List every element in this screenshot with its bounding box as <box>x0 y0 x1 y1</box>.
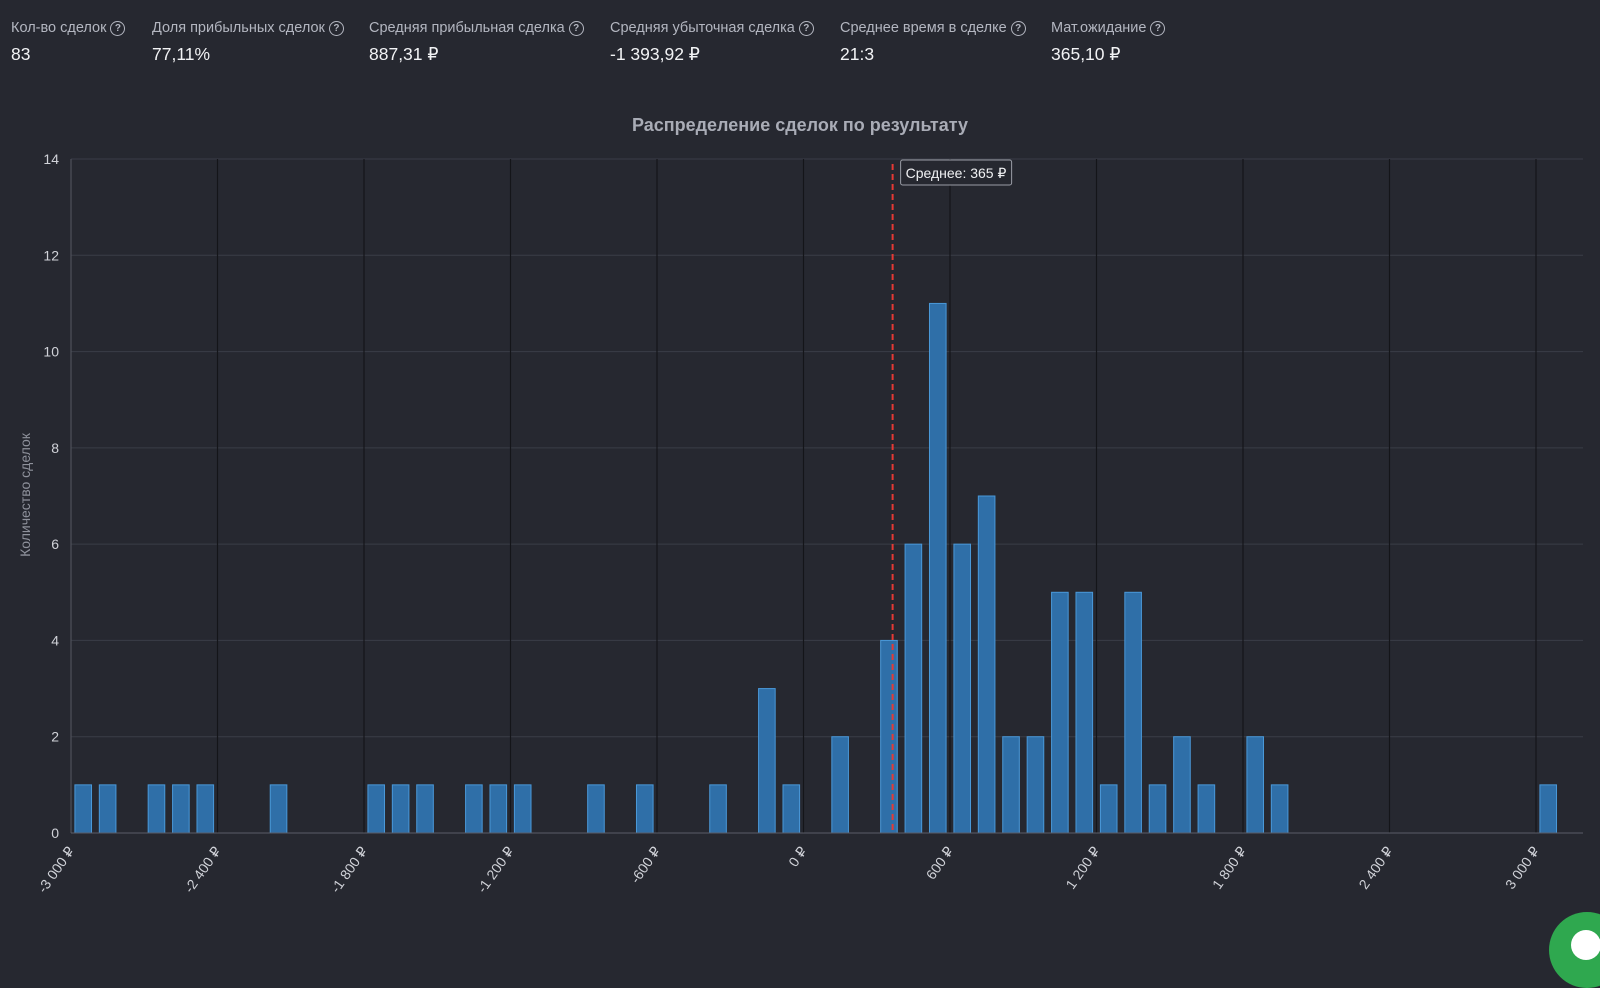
histogram-bar[interactable] <box>1197 784 1216 834</box>
chart-axes: 0 2 4 6 8 10 12 14 -3 000 ₽ -2 400 ₽ -1 800 ₽ -1 20… <box>34 151 1583 896</box>
stat-trade-count: Кол-во сделок? 83 <box>11 20 126 65</box>
y-tick-label: 10 <box>43 344 59 360</box>
stat-label: Мат.ожидание <box>1051 20 1147 36</box>
question-circle-icon[interactable]: ? <box>110 20 126 36</box>
histogram-bar[interactable] <box>928 302 947 834</box>
histogram-bar[interactable] <box>269 784 288 834</box>
stat-label: Средняя убыточная сделка <box>610 20 795 36</box>
histogram-bar[interactable] <box>98 784 117 834</box>
stat-value: 887,31 ₽ <box>369 44 439 64</box>
y-tick-label: 2 <box>51 729 59 745</box>
question-circle-icon[interactable]: ? <box>798 20 814 36</box>
x-tick-label: 600 ₽ <box>923 843 957 882</box>
histogram-bar[interactable] <box>1124 591 1142 834</box>
stat-avg-time: Среднее время в сделке? 21:3 <box>840 20 1026 65</box>
histogram-bar[interactable] <box>172 784 190 834</box>
stat-value: 365,10 ₽ <box>1051 44 1121 64</box>
chart-title: Распределение сделок по результату <box>632 115 968 135</box>
histogram-bar[interactable] <box>1002 736 1020 834</box>
question-circle-icon[interactable]: ? <box>328 20 344 36</box>
histogram-bar[interactable] <box>758 688 776 834</box>
histogram-bar[interactable] <box>367 784 386 834</box>
chart-grid <box>70 158 1583 834</box>
histogram-bar[interactable] <box>1051 591 1069 834</box>
histogram-bar[interactable] <box>74 784 93 834</box>
question-circle-icon[interactable]: ? <box>568 20 584 36</box>
stat-value: -1 393,92 ₽ <box>610 44 700 64</box>
y-tick-label: 14 <box>43 151 59 167</box>
y-axis-label: Количество сделок <box>17 432 33 557</box>
histogram-bar[interactable] <box>489 784 508 834</box>
x-tick-label: 3 000 ₽ <box>1502 843 1543 891</box>
histogram-bar[interactable] <box>831 736 849 834</box>
histogram-bar[interactable] <box>513 784 532 834</box>
histogram-bar[interactable] <box>1148 784 1167 834</box>
histogram-bar[interactable] <box>904 543 923 834</box>
stat-expectation: Мат.ожидание? 365,10 ₽ <box>1051 20 1166 65</box>
stat-profitable-share: Доля прибыльных сделок? 77,11% <box>152 20 344 65</box>
stat-value: 77,11% <box>152 44 211 64</box>
x-tick-label: -3 000 ₽ <box>34 843 77 895</box>
x-tick-label: -1 800 ₽ <box>327 843 370 895</box>
bars <box>74 302 1558 834</box>
histogram-bar[interactable] <box>391 784 410 834</box>
histogram-bar[interactable] <box>977 495 996 834</box>
stat-avg-loss-trade: Средняя убыточная сделка? -1 393,92 ₽ <box>610 20 814 65</box>
mean-annotation: Среднее: 365 ₽ <box>891 159 1013 833</box>
stat-avg-profit-trade: Средняя прибыльная сделка? 887,31 ₽ <box>369 20 584 65</box>
y-tick-label: 6 <box>51 536 59 552</box>
stat-label: Среднее время в сделке <box>840 20 1007 36</box>
stat-label: Кол-во сделок <box>11 20 107 36</box>
histogram-bar[interactable] <box>1246 736 1265 834</box>
stat-label: Доля прибыльных сделок <box>152 20 325 36</box>
histogram-bar[interactable] <box>953 543 972 834</box>
histogram-bar[interactable] <box>1539 784 1558 834</box>
y-tick-label: 0 <box>51 825 59 841</box>
histogram-bar[interactable] <box>1075 591 1094 834</box>
histogram-bar[interactable] <box>1173 736 1191 834</box>
question-circle-icon[interactable]: ? <box>1150 20 1166 36</box>
x-tick-label: 0 ₽ <box>785 843 810 869</box>
histogram-bar[interactable] <box>465 784 483 834</box>
stat-value: 83 <box>11 44 31 64</box>
mean-label-box <box>900 159 1013 186</box>
x-tick-label: -2 400 ₽ <box>181 843 224 895</box>
question-circle-icon[interactable]: ? <box>1010 20 1026 36</box>
x-tick-label: 1 800 ₽ <box>1209 843 1250 891</box>
y-tick-label: 4 <box>51 632 59 648</box>
histogram-bar[interactable] <box>1270 784 1289 834</box>
histogram-bar[interactable] <box>1026 736 1045 834</box>
histogram-bar[interactable] <box>147 784 166 834</box>
y-tick-label: 12 <box>43 247 59 263</box>
histogram-bar[interactable] <box>709 784 727 834</box>
histogram-bar[interactable] <box>782 784 801 834</box>
histogram-bar[interactable] <box>587 784 605 834</box>
histogram-chart: Распределение сделок по результату Колич… <box>17 115 1583 896</box>
histogram-bar[interactable] <box>635 784 654 834</box>
mean-label: Среднее: 365 ₽ <box>906 165 1007 181</box>
stats-bar: Кол-во сделок? 83 Доля прибыльных сделок… <box>0 0 1600 90</box>
histogram-bar[interactable] <box>196 784 215 834</box>
stat-label: Средняя прибыльная сделка <box>369 20 565 36</box>
x-tick-label: 1 200 ₽ <box>1062 843 1103 891</box>
stat-value: 21:3 <box>840 44 875 64</box>
histogram-bar[interactable] <box>416 784 434 834</box>
y-tick-label: 8 <box>51 440 59 456</box>
histogram-bar[interactable] <box>880 639 898 834</box>
x-tick-label: 2 400 ₽ <box>1355 843 1396 891</box>
x-tick-label: -600 ₽ <box>627 843 664 886</box>
histogram-bar[interactable] <box>1099 784 1118 834</box>
x-tick-label: -1 200 ₽ <box>474 843 517 895</box>
